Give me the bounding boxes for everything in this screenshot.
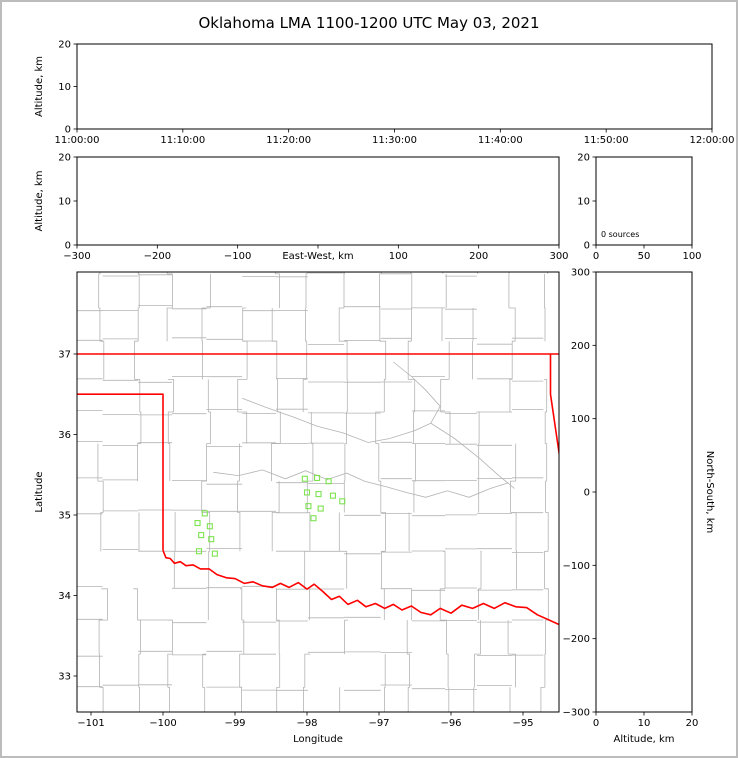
y-tick-label: −300 — [563, 708, 590, 719]
x-tick-label: −99 — [224, 718, 245, 729]
y-tick-label: 10 — [58, 197, 71, 208]
y-tick-label: 0 — [584, 241, 590, 252]
river-gray — [393, 361, 515, 489]
y-tick-label: 10 — [577, 197, 590, 208]
ew-height-xlabel: East-West, km — [282, 251, 353, 262]
ns-height-xlabel: Altitude, km — [614, 734, 675, 745]
x-tick-label: 11:20:00 — [266, 135, 311, 146]
lma-station-marker — [315, 491, 322, 498]
x-tick-label: −96 — [440, 718, 461, 729]
x-tick-label: 11:10:00 — [160, 135, 205, 146]
alt-histogram-frame — [595, 156, 693, 246]
plan-map-ylabel: Latitude — [34, 471, 45, 512]
x-tick-label: −97 — [368, 718, 389, 729]
y-tick-label: 10 — [58, 82, 71, 93]
y-tick-label: 33 — [58, 672, 71, 683]
x-tick-label: −95 — [512, 718, 533, 729]
plan-map-panel: −101 −100 −99 −98 −97 −96 −95 33 34 35 36 37 Longitu… — [34, 271, 560, 745]
x-tick-label: 12:00:00 — [690, 135, 735, 146]
alt-histogram-panel: 0 50 100 0 10 20 0 sources — [577, 153, 701, 263]
lma-station-marker — [206, 523, 213, 530]
y-tick-label: 300 — [571, 268, 590, 279]
lma-station-marker — [314, 474, 321, 482]
ns-height-frame — [595, 271, 693, 713]
time-height-ylabel: Altitude, km — [34, 56, 45, 117]
y-tick-label: 20 — [58, 153, 71, 164]
y-tick-label: 100 — [571, 414, 590, 425]
lma-station-marker — [194, 519, 201, 527]
lma-station-marker — [201, 510, 208, 517]
y-tick-label: 37 — [58, 349, 71, 360]
x-tick-label: 11:40:00 — [478, 135, 523, 146]
x-tick-label: 50 — [638, 251, 651, 262]
y-tick-label: 200 — [571, 341, 590, 352]
x-tick-label: 300 — [549, 251, 568, 262]
ew-height-ylabel: Altitude, km — [34, 171, 45, 232]
lma-station-marker — [301, 475, 308, 482]
x-tick-label: 11:30:00 — [372, 135, 417, 146]
x-tick-label: −101 — [77, 718, 104, 729]
lma-station-marker — [195, 548, 203, 555]
x-tick-label: 100 — [682, 251, 701, 262]
ns-height-panel: 0 10 20 300 200 100 0 −100 −200 −300 Altitude, km N… — [563, 268, 715, 746]
county-boundaries — [77, 272, 549, 712]
lma-station-marker — [305, 503, 312, 510]
y-tick-label: 20 — [58, 40, 71, 51]
y-tick-label: 35 — [58, 510, 71, 521]
figure-title: Oklahoma LMA 1100-1200 UTC May 03, 2021 — [198, 14, 540, 32]
river-gray — [213, 469, 509, 498]
y-tick-label: 34 — [58, 591, 71, 602]
x-tick-label: 20 — [686, 718, 699, 729]
x-tick-label: 11:00:00 — [55, 135, 100, 146]
y-tick-label: 0 — [584, 488, 590, 499]
x-tick-label: −100 — [149, 718, 176, 729]
x-tick-label: 0 — [593, 251, 599, 262]
lma-station-marker — [208, 536, 215, 543]
y-tick-label: 0 — [65, 125, 71, 136]
lma-station-marker — [325, 478, 332, 485]
lma-station-marker — [339, 498, 346, 505]
x-tick-label: 10 — [638, 718, 651, 729]
y-tick-label: −200 — [563, 634, 590, 645]
ew-height-panel: −300 −200 −100 100 200 300 0 10 20 East-West, km A… — [34, 153, 569, 263]
x-tick-label: 11:50:00 — [584, 135, 629, 146]
lma-station-marker — [310, 515, 317, 522]
x-tick-label: −100 — [224, 251, 251, 262]
time-height-frame — [76, 43, 713, 130]
lma-station-marker — [317, 505, 324, 512]
x-tick-label: 0 — [593, 718, 599, 729]
time-height-panel: 11:00:00 11:10:00 11:20:00 11:30:00 11:40:00… — [34, 40, 734, 147]
plan-map-frame — [76, 271, 560, 713]
ns-height-ylabel: North-South, km — [704, 451, 715, 534]
y-tick-label: 0 — [65, 241, 71, 252]
x-tick-label: −300 — [63, 251, 90, 262]
x-tick-label: 100 — [389, 251, 408, 262]
y-tick-label: 20 — [577, 153, 590, 164]
lma-station-marker — [198, 532, 205, 539]
river-gray — [242, 397, 431, 443]
lma-station-marker — [303, 489, 311, 496]
plan-map-xlabel: Longitude — [293, 734, 343, 745]
x-tick-label: −98 — [296, 718, 317, 729]
lma-station-marker — [329, 492, 336, 499]
y-tick-label: −100 — [563, 561, 590, 572]
sources-count-annotation: 0 sources — [601, 230, 639, 239]
ew-height-frame — [76, 156, 560, 246]
oklahoma-state-border — [549, 354, 559, 459]
x-tick-label: 200 — [469, 251, 488, 262]
lma-station-marker — [211, 550, 218, 557]
map-content — [77, 272, 559, 712]
y-tick-label: 36 — [58, 430, 71, 441]
red-river-border — [162, 550, 559, 626]
oklahoma-state-border — [77, 393, 164, 551]
x-tick-label: −200 — [144, 251, 171, 262]
